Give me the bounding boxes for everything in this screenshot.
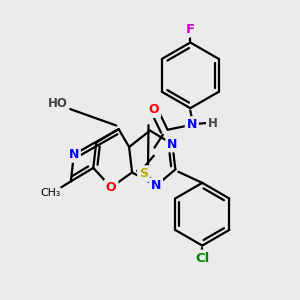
Text: N: N	[151, 179, 161, 192]
Text: S: S	[139, 167, 148, 180]
Text: H: H	[208, 117, 218, 130]
Text: O: O	[106, 181, 116, 194]
Text: O: O	[148, 103, 159, 116]
Text: HO: HO	[47, 97, 68, 110]
Text: N: N	[167, 137, 178, 151]
Text: N: N	[187, 118, 197, 131]
Text: N: N	[69, 148, 79, 161]
Text: CH₃: CH₃	[40, 188, 60, 198]
Text: F: F	[186, 22, 195, 36]
Text: Cl: Cl	[195, 252, 209, 265]
